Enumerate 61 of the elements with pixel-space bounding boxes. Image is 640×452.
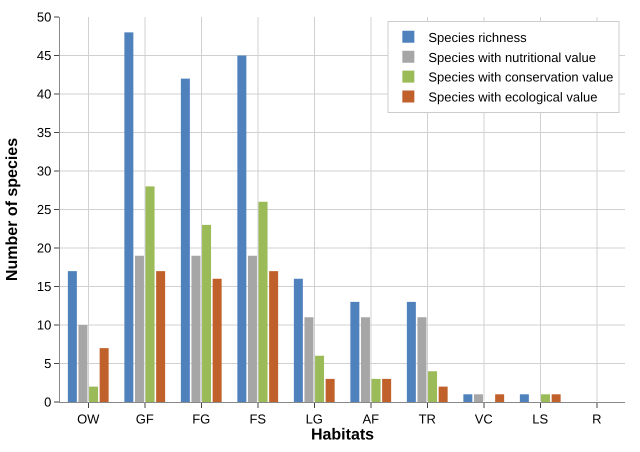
bar <box>269 271 278 402</box>
y-tick-label: 45 <box>36 48 52 64</box>
bar <box>438 386 448 402</box>
bar <box>428 371 438 402</box>
bar <box>463 394 472 402</box>
bar <box>417 317 426 402</box>
bar <box>89 386 98 402</box>
y-axis-title: Number of species <box>4 138 21 282</box>
bar <box>202 224 212 402</box>
legend-label: Species with nutritional value <box>428 50 596 65</box>
bar <box>520 394 529 402</box>
bar <box>134 256 144 402</box>
bar <box>146 186 155 402</box>
legend-label: Species richness <box>428 30 528 45</box>
y-tick-label: 20 <box>36 240 52 256</box>
bar <box>124 32 134 402</box>
x-tick-label: R <box>592 412 602 427</box>
bar <box>294 278 303 402</box>
y-tick-label: 15 <box>36 279 52 294</box>
y-tick-label: 10 <box>36 318 52 333</box>
bar <box>68 271 77 402</box>
bar <box>315 356 324 402</box>
x-tick-label: OW <box>77 412 100 427</box>
x-tick-label: LS <box>532 412 549 427</box>
bar <box>212 278 222 402</box>
y-tick-label: 5 <box>44 356 52 372</box>
bar <box>237 56 246 402</box>
x-tick-label: GF <box>136 412 154 427</box>
bar <box>258 202 268 402</box>
bar <box>156 271 166 402</box>
bar <box>78 325 88 402</box>
bar <box>474 394 483 402</box>
x-axis-title: Habitats <box>310 426 374 444</box>
bar <box>541 394 550 402</box>
x-tick-label: VC <box>474 412 493 427</box>
bar <box>304 317 314 402</box>
x-tick-label: FG <box>192 412 210 427</box>
bar <box>326 378 335 402</box>
y-tick-label: 30 <box>36 164 52 179</box>
bar <box>372 378 381 402</box>
y-tick-label: 50 <box>36 10 52 25</box>
bar <box>382 378 392 402</box>
bar <box>180 78 190 402</box>
legend-label: Species with conservation value <box>428 70 614 85</box>
legend-label: Species with ecological value <box>428 90 598 105</box>
x-tick-label: FS <box>249 412 266 427</box>
bar <box>495 394 504 402</box>
y-tick-label: 25 <box>36 202 52 218</box>
x-tick-label: TR <box>418 412 436 427</box>
y-tick-label: 35 <box>36 125 52 140</box>
bar <box>248 256 257 402</box>
bar <box>406 302 416 402</box>
x-tick-label: AF <box>362 412 380 427</box>
bar <box>350 302 360 402</box>
y-tick-label: 0 <box>44 394 52 410</box>
bar <box>100 348 109 402</box>
bar <box>552 394 561 402</box>
x-tick-label: LG <box>306 412 323 427</box>
y-tick-label: 40 <box>36 86 52 102</box>
bar <box>191 256 200 402</box>
bar <box>360 317 370 402</box>
